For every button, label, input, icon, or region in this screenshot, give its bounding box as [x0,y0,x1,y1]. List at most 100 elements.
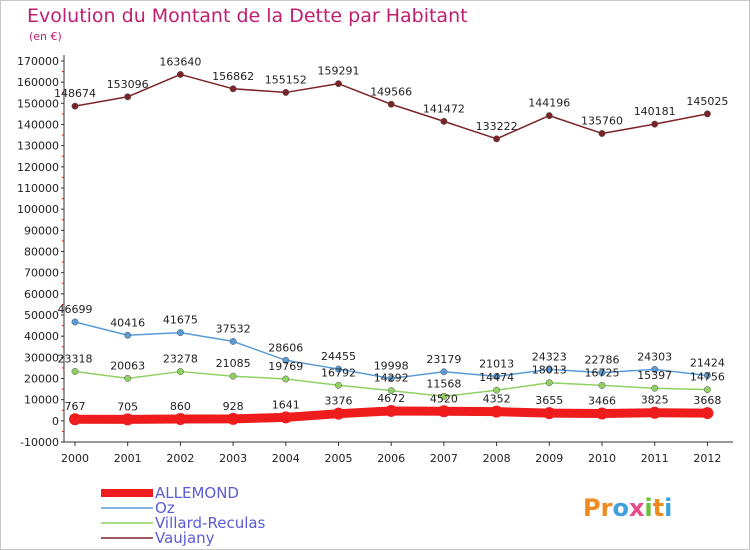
data-point [335,381,342,389]
data-point [545,365,553,373]
legend-label: Vaujany [155,529,215,547]
data-label: 155152 [265,73,307,86]
data-label: 141472 [423,102,465,115]
data-label: 1641 [272,398,300,411]
data-label: 20063 [110,359,145,372]
data-point [493,372,501,380]
y-tick-label: -10000 [20,436,59,449]
y-tick-label: 40000 [24,330,59,343]
data-point [121,413,134,426]
data-point [282,356,290,364]
data-point [227,412,240,425]
data-label: 19769 [268,360,303,373]
data-label: 14474 [479,371,514,384]
data-label: 3466 [588,394,616,407]
data-point [703,386,711,394]
data-label: 705 [117,400,138,413]
data-point [437,405,450,418]
data-label: 14292 [374,372,409,385]
y-tick-label: 150000 [17,97,59,110]
data-point [651,120,659,128]
data-point [543,407,556,420]
data-point [703,372,711,379]
data-point [176,329,184,337]
data-point [124,331,132,339]
y-tick-label: 140000 [17,119,59,132]
data-point [69,413,81,426]
data-label: 145025 [686,95,728,108]
data-label: 11568 [426,377,461,390]
data-label: 159291 [318,65,360,78]
y-tick-label: 100000 [17,203,59,216]
y-tick-label: 90000 [24,224,59,237]
y-tick-label: 70000 [24,267,59,280]
data-label: 22786 [585,354,620,367]
data-point [229,85,237,93]
y-tick-label: 10000 [24,394,59,407]
data-point [335,80,342,88]
y-tick-label: 30000 [24,351,59,364]
data-point [440,368,448,376]
data-label: 28606 [268,341,303,354]
data-label: 133222 [476,120,518,133]
data-label: 3825 [641,394,669,407]
y-tick-label: 110000 [17,182,59,195]
data-point [282,88,290,96]
data-point [651,384,659,392]
data-label: 3668 [693,394,721,407]
data-point [545,379,553,387]
data-label: 3655 [535,394,563,407]
legend-label: ALLEMOND [155,484,239,502]
data-label: 860 [170,400,191,413]
chart-title: Evolution du Montant de la Dette par Hab… [27,5,468,27]
data-label: 140181 [634,105,676,118]
data-label: 21013 [479,357,514,370]
data-label: 14756 [690,371,725,384]
data-label: 24455 [321,350,356,363]
data-label: 18013 [532,364,567,377]
data-point [71,318,79,326]
data-point [490,405,503,418]
data-point [651,365,659,373]
data-point [229,372,237,380]
data-point [332,407,345,420]
data-point [440,392,448,400]
data-label: 153096 [107,78,149,91]
data-point [279,411,292,424]
x-tick-label: 2007 [430,452,458,465]
data-label: 23278 [163,353,198,366]
x-tick-label: 2006 [377,452,405,465]
data-point [387,375,395,382]
y-tick-label: 20000 [24,373,59,386]
data-point [598,130,606,137]
data-point [176,368,184,376]
data-label: 4352 [483,393,511,406]
data-label: 149566 [370,85,412,98]
data-label: 41675 [163,314,198,327]
chart-unit: (en €) [29,30,62,43]
x-tick-label: 2008 [483,452,511,465]
data-label: 148674 [54,87,96,100]
data-point [648,406,661,419]
x-tick-label: 2010 [588,452,616,465]
x-tick-label: 2000 [61,452,89,465]
data-point [598,381,606,389]
data-label: 24323 [532,350,567,363]
data-label: 135760 [581,114,623,127]
data-point [596,407,608,420]
y-tick-label: 160000 [17,76,59,89]
x-tick-label: 2012 [693,452,721,465]
data-label: 767 [65,400,86,413]
data-point [282,375,290,383]
data-label: 144196 [528,97,570,110]
data-label: 23318 [58,352,93,365]
data-point [440,117,448,125]
y-tick-label: 60000 [24,288,59,301]
data-point [598,369,606,377]
y-tick-label: 0 [52,415,59,428]
data-label: 16792 [321,366,356,379]
data-point [703,110,711,118]
data-label: 21424 [690,356,725,369]
legend-label: Oz [155,499,175,517]
y-tick-label: 120000 [17,161,59,174]
